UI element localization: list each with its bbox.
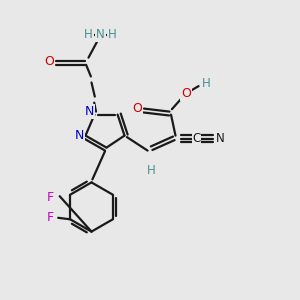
Text: H: H [147, 164, 156, 178]
Text: F: F [47, 211, 54, 224]
Text: N: N [96, 28, 105, 41]
Text: O: O [133, 102, 142, 115]
Text: N: N [216, 131, 225, 145]
Text: O: O [44, 55, 54, 68]
Text: N: N [84, 105, 94, 118]
Text: N: N [75, 129, 84, 142]
Text: C: C [192, 131, 201, 145]
Text: H: H [84, 28, 93, 41]
Text: F: F [47, 191, 54, 204]
Text: H: H [202, 76, 211, 90]
Text: H: H [108, 28, 117, 41]
Text: O: O [181, 87, 191, 100]
